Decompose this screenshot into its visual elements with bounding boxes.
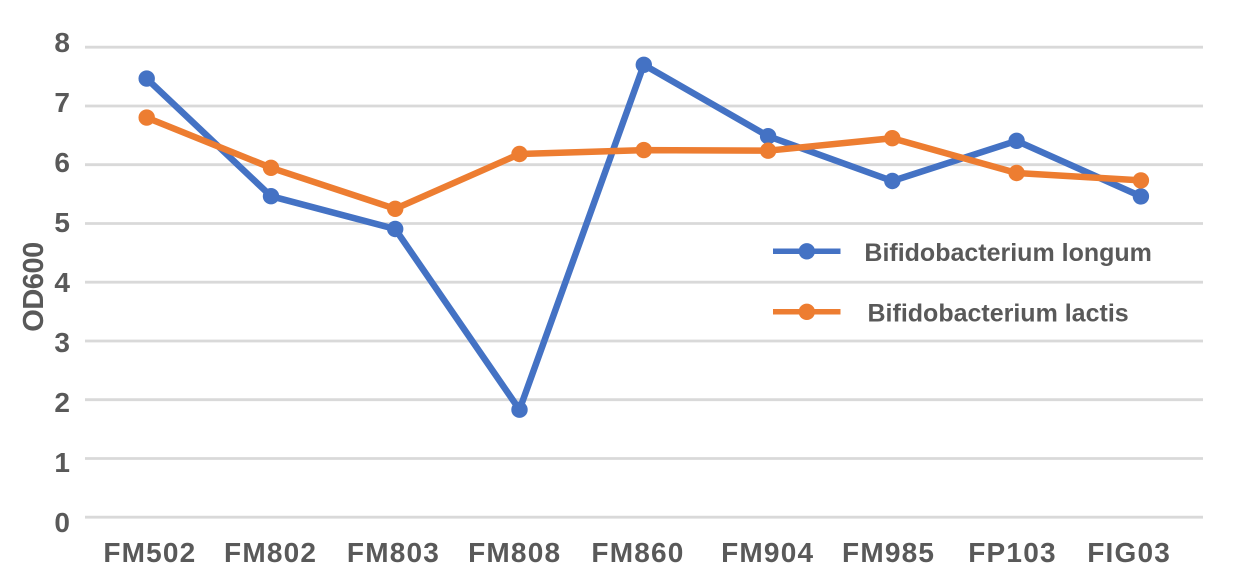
svg-text:0: 0: [54, 507, 70, 538]
svg-text:2: 2: [54, 387, 70, 418]
svg-text:FIG03: FIG03: [1087, 537, 1171, 568]
svg-text:Bifidobacterium longum: Bifidobacterium longum: [864, 239, 1152, 267]
svg-text:Bifidobacterium lactis: Bifidobacterium lactis: [868, 299, 1129, 327]
svg-text:OD600: OD600: [18, 242, 50, 331]
svg-text:4: 4: [54, 267, 70, 298]
svg-text:FP103: FP103: [968, 537, 1057, 568]
svg-text:8: 8: [54, 27, 70, 58]
svg-text:FM803: FM803: [347, 537, 440, 568]
svg-text:FM802: FM802: [224, 537, 317, 568]
svg-text:FM904: FM904: [721, 537, 814, 568]
svg-text:5: 5: [54, 207, 70, 238]
svg-text:FM808: FM808: [468, 537, 561, 568]
svg-text:7: 7: [54, 87, 70, 118]
svg-text:FM985: FM985: [842, 537, 935, 568]
svg-text:FM860: FM860: [591, 537, 684, 568]
svg-text:3: 3: [54, 327, 70, 358]
svg-text:FM502: FM502: [103, 537, 196, 568]
svg-text:1: 1: [54, 447, 70, 478]
svg-text:6: 6: [54, 147, 70, 178]
